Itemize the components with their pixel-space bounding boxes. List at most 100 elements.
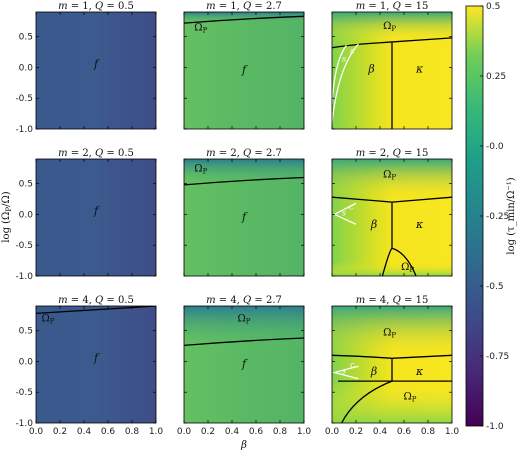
x-tick-label: 0.8 (421, 427, 436, 437)
panel-title: m = 2, Q = 2.7 (206, 148, 282, 159)
panel-m4-q2.7: ΩP f m = 4, Q = 2.7 0.0 0.2 0.4 0.6 0.8 1.0 (177, 295, 312, 437)
boundary-lower (341, 380, 393, 423)
y-tick-label: -0.5 (15, 94, 33, 104)
panel-title: m = 4, Q = 0.5 (58, 295, 134, 306)
panel-title: m = 1, Q = 2.7 (206, 1, 282, 12)
panel-m4-q0.5: ΩP f m = 4, Q = 0.5 -1.0 -0.5 0.0 0.5 0.0 0.2 0.4… (15, 295, 163, 437)
region-label-omega-lower: ΩP (403, 392, 416, 404)
y-tick-label: -1.0 (15, 272, 33, 282)
boundary-lower (381, 247, 417, 276)
panel-title: m = 1, Q = 0.5 (58, 1, 134, 12)
y-tick-label: 0.5 (19, 33, 33, 43)
heatmap-field (184, 12, 304, 129)
region-label-omega: ΩP (194, 22, 207, 34)
heatmap-field (36, 159, 156, 276)
colorbar-tick-label: -0.25 (486, 212, 509, 222)
colorbar-tick-label: 0.25 (486, 72, 506, 82)
region-label-f: f (93, 57, 100, 70)
x-tick-label: 0.6 (397, 427, 412, 437)
panel-m1-q15: ΩP cs β κ m = 1, Q = 15 (331, 1, 453, 130)
boundary-c (332, 365, 359, 380)
region-label-s: s (342, 54, 346, 63)
panel-m4-q15: ΩP cs β κ ΩP m = 4, Q = 15 0.0 0.2 0.4 0.6 0.8 1.0 (325, 295, 460, 437)
x-tick-label: 1.0 (445, 427, 460, 437)
panel-title: m = 4, Q = 2.7 (206, 295, 282, 306)
region-label-f: f (93, 351, 100, 364)
region-label-c: c (349, 202, 354, 211)
x-tick-label: 0.2 (201, 427, 215, 437)
boundary-c (332, 44, 347, 105)
x-tick-label: 1.0 (297, 427, 312, 437)
panel-frame (331, 305, 453, 424)
boundary-omega (184, 15, 304, 24)
y-tick-label: 0.0 (19, 357, 34, 367)
heatmap-field (36, 306, 156, 423)
region-label-beta: β (367, 62, 374, 75)
x-axis-label: β (240, 440, 247, 451)
region-label-s: s (342, 209, 346, 218)
heatmap-field-top (332, 306, 452, 358)
heatmap-field-top (332, 12, 452, 42)
region-label-c: c (350, 46, 355, 55)
region-label-kappa: κ (415, 218, 424, 231)
x-tick-label: 0.4 (77, 427, 92, 437)
panel-title: m = 2, Q = 0.5 (58, 148, 134, 159)
panel-frame (183, 158, 305, 277)
region-label-omega: ΩP (194, 163, 207, 175)
region-label-f: f (241, 358, 248, 371)
boundary-omega (184, 337, 304, 347)
heatmap-field-bottom (332, 381, 452, 423)
heatmap-field (36, 12, 156, 129)
x-tick-label: 0.0 (29, 427, 44, 437)
colorbar-tick-label: -0.5 (486, 282, 504, 292)
panel-grid: f m = 1, Q = 0.5 -1.0 -0.5 0.0 0.5 ΩP f m = 1, Q… (15, 1, 459, 437)
y-axis-label: log (ΩP/Ω) (1, 191, 13, 242)
region-label-f: f (93, 204, 100, 217)
region-label-omega: ΩP (41, 313, 54, 325)
region-label-f: f (241, 64, 248, 77)
boundary-omega (184, 176, 304, 186)
y-tick-label: -0.5 (15, 241, 33, 251)
region-label-f: f (241, 211, 248, 224)
x-tick-label: 0.2 (349, 427, 363, 437)
panel-frame (183, 11, 305, 130)
x-tick-label: 1.0 (149, 427, 164, 437)
panel-frame (183, 305, 305, 424)
y-tick-label: 0.0 (19, 63, 34, 73)
y-tick-label: -0.5 (15, 388, 33, 398)
boundary-s (332, 43, 359, 123)
region-label-kappa: κ (415, 365, 424, 378)
x-tick-label: 0.4 (225, 427, 240, 437)
region-label-omega: ΩP (383, 328, 396, 340)
region-label-omega-lower: ΩP (401, 262, 414, 274)
colorbar-tick-label: -1.0 (486, 422, 504, 432)
x-tick-label: 0.6 (249, 427, 264, 437)
region-label-omega: ΩP (237, 313, 250, 325)
colorbar-tick-label: -0.0 (486, 142, 504, 152)
x-tick-label: 0.6 (101, 427, 116, 437)
panel-title: m = 1, Q = 15 (356, 1, 429, 12)
region-label-beta: β (370, 218, 377, 231)
panel-m1-q0.5: f m = 1, Q = 0.5 -1.0 -0.5 0.0 0.5 (15, 1, 157, 135)
x-tick-label: 0.8 (125, 427, 140, 437)
panel-title: m = 2, Q = 15 (356, 148, 429, 159)
panel-title: m = 4, Q = 15 (356, 295, 429, 306)
panel-frame (35, 158, 157, 277)
colorbar-label: log (τ_min/Ω⁻¹) (506, 177, 517, 254)
region-label-c: c (350, 361, 355, 370)
y-tick-label: 0.5 (19, 180, 33, 190)
colorbar-tick-label: 0.5 (486, 2, 500, 12)
y-tick-label: -1.0 (15, 125, 33, 135)
panel-m2-q0.5: f m = 2, Q = 0.5 -1.0 -0.5 0.0 0.5 (15, 148, 157, 282)
region-label-beta: β (370, 365, 377, 378)
axis-labels: β log (ΩP/Ω) (1, 191, 247, 451)
panel-m2-q2.7: ΩP f m = 2, Q = 2.7 (183, 148, 305, 277)
x-tick-label: 0.8 (273, 427, 288, 437)
panel-frame (331, 11, 453, 130)
colorbar: 0.5 0.25 -0.0 -0.25 -0.5 -0.75 -1.0 log (τ_min/… (465, 2, 517, 432)
heatmap-field-top (184, 306, 304, 350)
boundary-omega (332, 354, 452, 359)
x-tick-label: 0.0 (177, 427, 192, 437)
heatmap-field-bottom (332, 262, 452, 276)
